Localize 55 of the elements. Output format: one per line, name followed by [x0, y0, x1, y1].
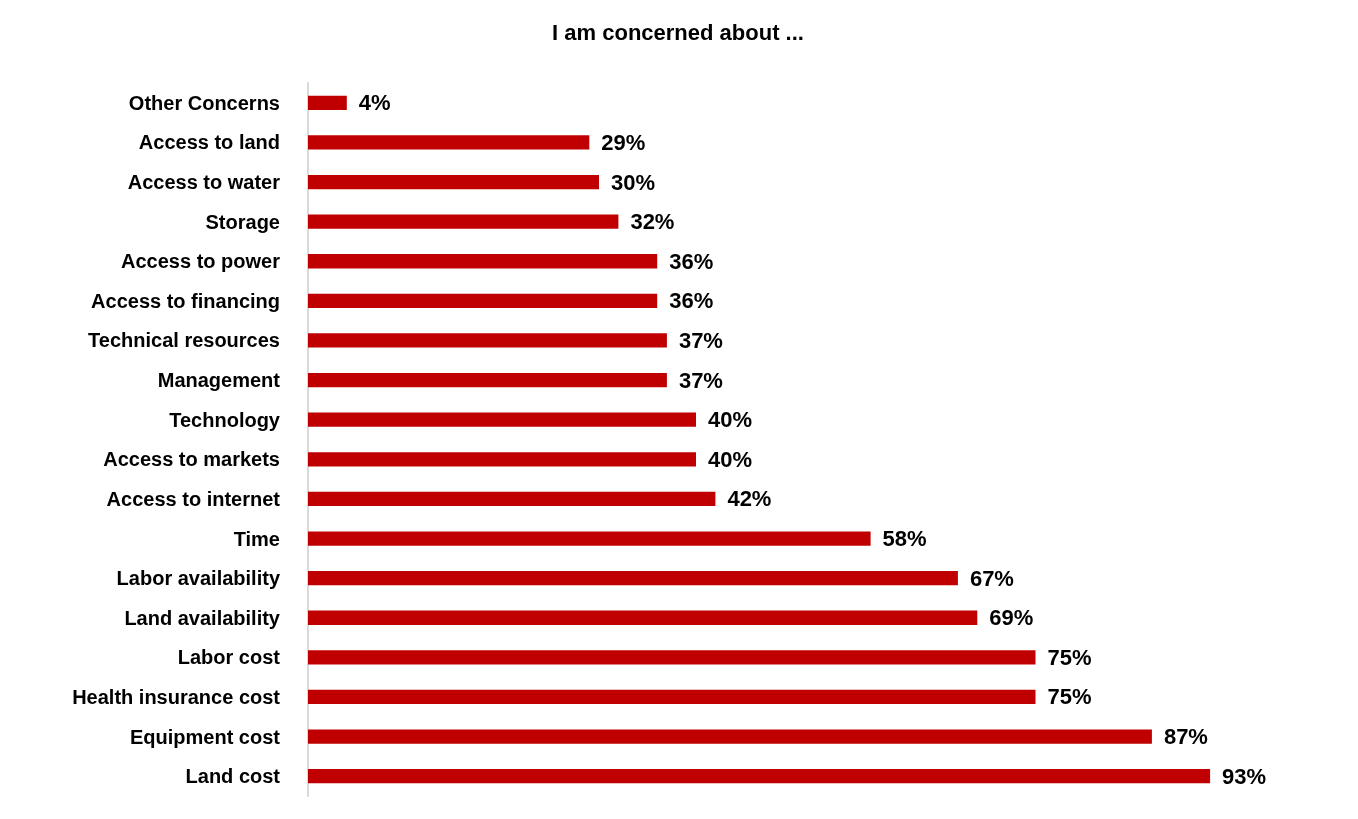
y-tick-label: Access to land	[138, 131, 280, 154]
y-tick-label: Equipment cost	[129, 725, 281, 748]
bar	[308, 650, 1036, 665]
bar	[308, 491, 716, 507]
y-tick-label: Access to markets	[103, 448, 280, 471]
data-label: 29%	[601, 129, 646, 155]
bar	[308, 531, 871, 546]
y-tick-label: Storage	[205, 210, 280, 233]
y-tick-label: Other Concerns	[128, 91, 280, 114]
y-tick-label: Land cost	[185, 765, 281, 788]
data-label: 37%	[678, 367, 723, 393]
bar	[308, 135, 590, 150]
bar	[308, 333, 667, 348]
y-tick-label: Access to internet	[106, 487, 281, 510]
bar	[308, 452, 696, 467]
data-label: 87%	[1163, 724, 1208, 750]
data-label: 30%	[611, 169, 656, 195]
data-label: 36%	[669, 288, 714, 314]
bar	[308, 174, 599, 190]
y-tick-label: Health insurance cost	[72, 685, 281, 708]
y-tick-label: Access to power	[121, 250, 281, 273]
data-label: 93%	[1222, 763, 1267, 789]
data-label: 32%	[630, 209, 675, 235]
y-tick-label: Technical resources	[88, 329, 280, 352]
y-tick-label: Access to financing	[91, 289, 280, 312]
bar	[308, 214, 619, 229]
data-label: 42%	[727, 486, 772, 512]
data-label: 40%	[708, 407, 753, 433]
bar	[308, 769, 1211, 784]
data-label: 36%	[669, 248, 714, 274]
y-tick-label: Labor availability	[116, 567, 281, 590]
y-tick-label: Land availability	[124, 606, 281, 629]
y-tick-label: Time	[233, 527, 280, 550]
bar	[308, 254, 658, 269]
bar	[308, 729, 1152, 744]
y-tick-label: Technology	[169, 408, 281, 431]
y-tick-label: Management	[157, 369, 281, 392]
data-label: 75%	[1047, 684, 1092, 710]
data-label: 75%	[1047, 644, 1092, 670]
data-label: 58%	[882, 526, 927, 552]
bar	[308, 610, 978, 625]
y-tick-label: Access to water	[127, 171, 281, 194]
bar	[308, 412, 696, 427]
bar	[308, 571, 958, 586]
chart-title: I am concerned about ...	[552, 19, 804, 45]
data-label: 67%	[969, 565, 1014, 591]
data-label: 40%	[708, 446, 753, 472]
bar	[308, 372, 667, 388]
data-label: 4%	[358, 90, 391, 116]
bar	[308, 689, 1036, 705]
y-tick-label: Labor cost	[177, 646, 281, 669]
data-label: 69%	[989, 605, 1034, 631]
data-label: 37%	[678, 327, 723, 353]
bar	[308, 293, 658, 308]
bar	[308, 95, 347, 110]
